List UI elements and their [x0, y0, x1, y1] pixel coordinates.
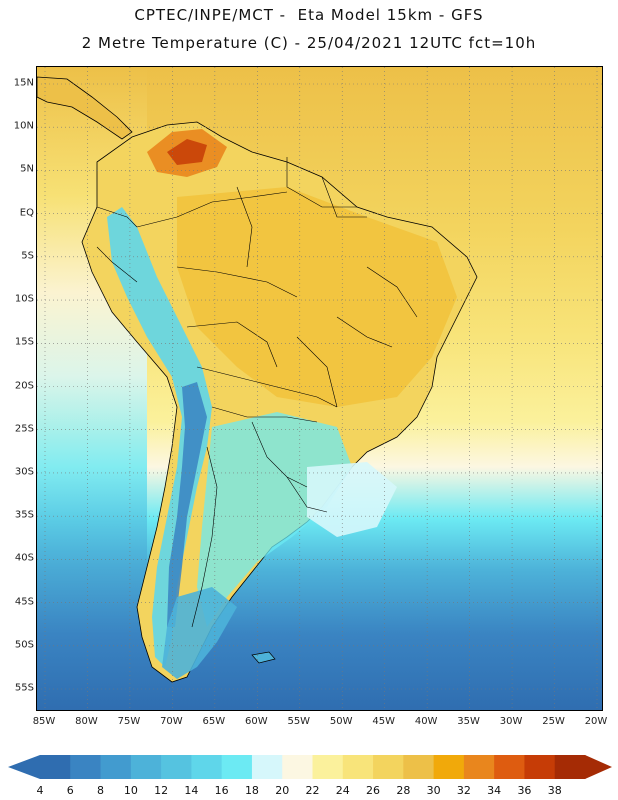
temperature-map: [37, 67, 602, 710]
patagonia-cold: [162, 587, 237, 679]
lat-lon-grid: [37, 67, 602, 710]
colorbar-cell: [251, 755, 283, 779]
lat-label: 40S: [14, 552, 34, 564]
lon-label: 25W: [542, 716, 565, 727]
map-frame: [36, 66, 603, 711]
lat-label: EQ: [19, 207, 34, 219]
colorbar-cell: [191, 755, 223, 779]
colorbar-label: 32: [456, 784, 471, 797]
colorbar-cell: [282, 755, 313, 779]
colorbar-label: 38: [547, 784, 562, 797]
lon-label: 35W: [457, 716, 480, 727]
colorbar-label: 36: [517, 784, 532, 797]
colorbar-label: 24: [335, 784, 350, 797]
colorbar-cell: [524, 755, 556, 779]
title-line-2: 2 Metre Temperature (C) - 25/04/2021 12U…: [81, 34, 537, 52]
lat-label: 25S: [14, 423, 34, 435]
colorbar-low-arrow: [8, 755, 40, 779]
southern-cone-cool: [197, 412, 352, 627]
lon-label: 20W: [584, 716, 608, 727]
lon-label: 80W: [75, 716, 98, 727]
colorbar-label: 4: [36, 784, 44, 797]
colorbar-cell: [554, 755, 586, 779]
lat-label: 5S: [21, 250, 34, 262]
lat-label: 55S: [14, 682, 34, 694]
lon-label: 30W: [499, 716, 523, 727]
lon-label: 85W: [32, 716, 56, 727]
falkland-islands: [251, 651, 276, 664]
colorbar-cell: [463, 755, 495, 779]
lat-label: 50S: [14, 639, 34, 651]
lat-label: 5N: [20, 163, 34, 175]
lon-label: 70W: [160, 716, 183, 727]
lat-label: 10N: [13, 120, 34, 132]
central-america-land: [37, 76, 133, 140]
lon-label: 50W: [329, 716, 353, 727]
colorbar-label: 28: [396, 784, 411, 797]
lon-label: 75W: [117, 716, 141, 727]
colorbar-cell: [161, 755, 192, 779]
colorbar-cell: [433, 755, 465, 779]
lat-label: 15N: [13, 77, 34, 89]
country-borders: [96, 157, 418, 628]
colorbar-label: 18: [244, 784, 259, 797]
lat-label: 35S: [14, 509, 34, 521]
andes-very-cold: [167, 382, 207, 627]
lon-label: 55W: [287, 716, 311, 727]
atlantic-cool-tongue: [307, 462, 397, 537]
colorbar-label: 14: [184, 784, 199, 797]
colorbar-label: 26: [366, 784, 381, 797]
colorbar-cell: [403, 755, 435, 779]
colorbar-label: 12: [154, 784, 169, 797]
lat-label: 45S: [14, 596, 34, 608]
colorbar-label: 30: [426, 784, 441, 797]
lat-label: 20S: [14, 380, 34, 391]
brazil-warm-field: [177, 187, 457, 407]
colorbar-label: 20: [275, 784, 290, 797]
lon-label: 40W: [414, 716, 438, 727]
lat-label: 10S: [14, 293, 34, 305]
lon-label: 60W: [244, 716, 268, 727]
colorbar-label: 6: [66, 784, 74, 797]
colorbar-cell: [130, 755, 162, 779]
colorbar-label: 16: [214, 784, 229, 797]
colorbar-cell: [100, 755, 132, 779]
colorbar-cell: [70, 755, 102, 779]
colorbar-cell: [312, 755, 344, 779]
colorbar-cell: [40, 755, 71, 779]
title-line-1: CPTEC/INPE/MCT - Eta Model 15km - GFS: [134, 6, 484, 24]
colorbar-high-arrow: [585, 755, 612, 779]
colorbar-label: 22: [305, 784, 320, 797]
colorbar-cell: [494, 755, 525, 779]
colorbar-cell: [342, 755, 374, 779]
temperature-colorbar: [8, 755, 612, 779]
lon-label: 65W: [202, 716, 226, 727]
lon-label: 45W: [372, 716, 395, 727]
colorbar-cell: [221, 755, 253, 779]
colorbar-label: 8: [97, 784, 105, 797]
lat-label: 15S: [14, 336, 34, 348]
very-hot-core: [167, 139, 207, 165]
lat-label: 30S: [14, 466, 34, 478]
colorbar-label: 10: [123, 784, 138, 797]
colorbar-cell: [373, 755, 404, 779]
colorbar-label: 34: [487, 784, 502, 797]
